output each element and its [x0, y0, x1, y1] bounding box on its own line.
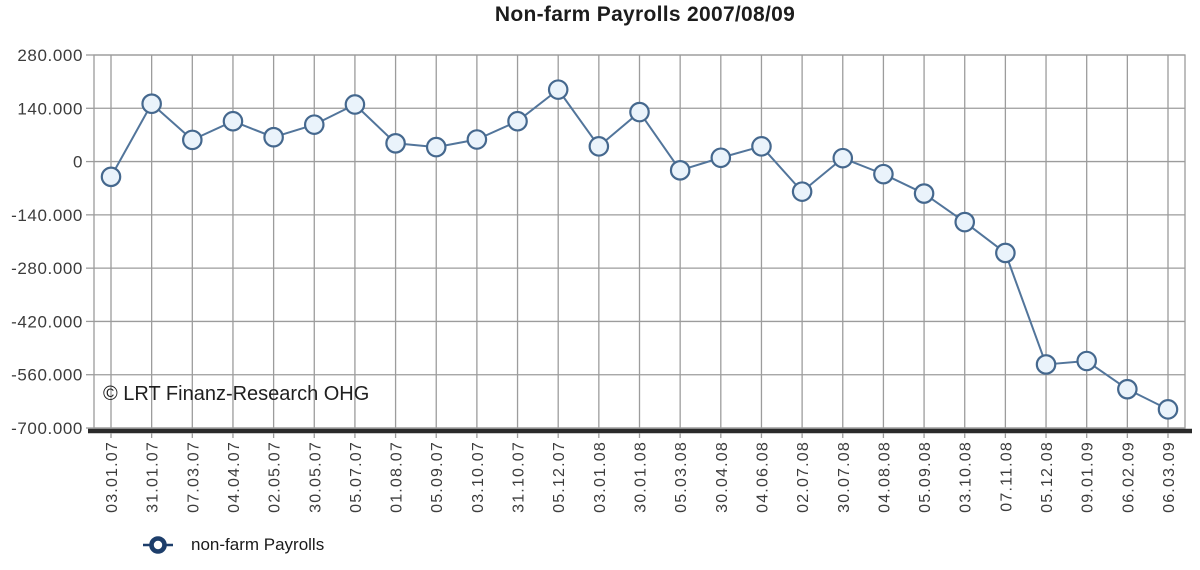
x-tick-label: 02.07.08 [795, 441, 812, 513]
x-tick-label: 03.01.07 [104, 441, 121, 513]
data-point-marker [303, 114, 325, 135]
data-point-marker [141, 93, 162, 115]
x-tick-label: 03.10.07 [470, 441, 487, 513]
y-tick-label: -560.000 [11, 366, 83, 385]
x-tick-label: 05.09.07 [429, 441, 446, 513]
data-point-marker [1076, 350, 1097, 372]
data-point-marker [1157, 399, 1179, 420]
x-tick-label: 04.06.08 [754, 441, 771, 513]
data-point-marker [669, 160, 691, 181]
x-tick-label: 05.09.08 [917, 441, 934, 513]
copyright-note: © LRT Finanz-Research OHG [103, 383, 370, 405]
y-tick-label: -140.000 [11, 206, 83, 225]
data-point-marker [913, 183, 935, 204]
data-point-marker [791, 181, 813, 202]
data-point-marker [995, 242, 1016, 264]
data-point-marker [751, 136, 772, 157]
x-tick-label: 03.10.08 [958, 441, 975, 513]
y-tick-label: 0 [73, 153, 83, 172]
data-point-marker [385, 133, 406, 154]
x-tick-label: 03.01.08 [592, 441, 609, 513]
data-point-marker [873, 163, 894, 185]
legend-marker-icon [143, 536, 173, 554]
x-tick-label: 31.10.07 [511, 441, 528, 513]
x-tick-label: 04.04.07 [226, 441, 243, 513]
data-point-marker [710, 147, 732, 169]
data-point-marker [466, 129, 488, 150]
x-tick-label: 04.08.08 [876, 441, 893, 513]
payrolls-line-chart: 280.000 140.000 0 -140.000 -280.000 -420.000 -… [11, 46, 1192, 513]
data-point-marker [182, 129, 203, 151]
y-tick-label: -700.000 [11, 419, 83, 438]
x-tick-label: 07.11.08 [998, 441, 1015, 512]
legend-label: non-farm Payrolls [191, 535, 325, 554]
data-point-marker [1035, 354, 1057, 375]
x-tick-label: 05.12.08 [1039, 441, 1056, 513]
x-tick-label: 31.01.07 [145, 441, 162, 513]
x-tick-label: 02.05.07 [267, 441, 284, 513]
x-tick-label: 30.05.07 [307, 441, 324, 513]
x-tick-label: 06.02.09 [1120, 441, 1137, 513]
y-tick-label: -280.000 [11, 259, 83, 278]
chart-title: Non-farm Payrolls 2007/08/09 [494, 3, 796, 26]
x-tick-label: 30.04.08 [714, 441, 731, 513]
data-point-marker [832, 147, 854, 169]
data-point-marker [100, 166, 122, 188]
x-tick-label: 09.01.09 [1080, 441, 1097, 513]
x-tick-label: 06.03.09 [1161, 441, 1178, 513]
data-point-marker [222, 110, 244, 132]
data-point-marker [1117, 378, 1138, 400]
x-tick-label: 30.07.08 [836, 441, 853, 513]
data-point-marker [263, 126, 284, 148]
plot-frame [93, 54, 1186, 429]
x-tick-label: 30.01.08 [633, 441, 650, 513]
data-point-marker [588, 136, 610, 157]
data-point-marker [507, 110, 528, 132]
data-point-marker [344, 94, 366, 115]
data-point-marker [547, 79, 569, 100]
data-point-marker [425, 136, 447, 158]
data-point-marker [629, 101, 650, 123]
x-tick-label: 05.12.07 [551, 441, 568, 513]
x-tick-label: 05.03.08 [673, 441, 690, 513]
chart-legend: non-farm Payrolls [140, 534, 324, 556]
y-tick-label: 280.000 [17, 46, 83, 65]
y-tick-label: 140.000 [17, 99, 83, 118]
y-tick-label: -420.000 [11, 312, 83, 331]
x-tick-label: 01.08.07 [389, 441, 406, 513]
data-point-marker [954, 211, 976, 233]
x-tick-label: 07.03.07 [185, 441, 202, 513]
x-tick-label: 05.07.07 [348, 441, 365, 513]
